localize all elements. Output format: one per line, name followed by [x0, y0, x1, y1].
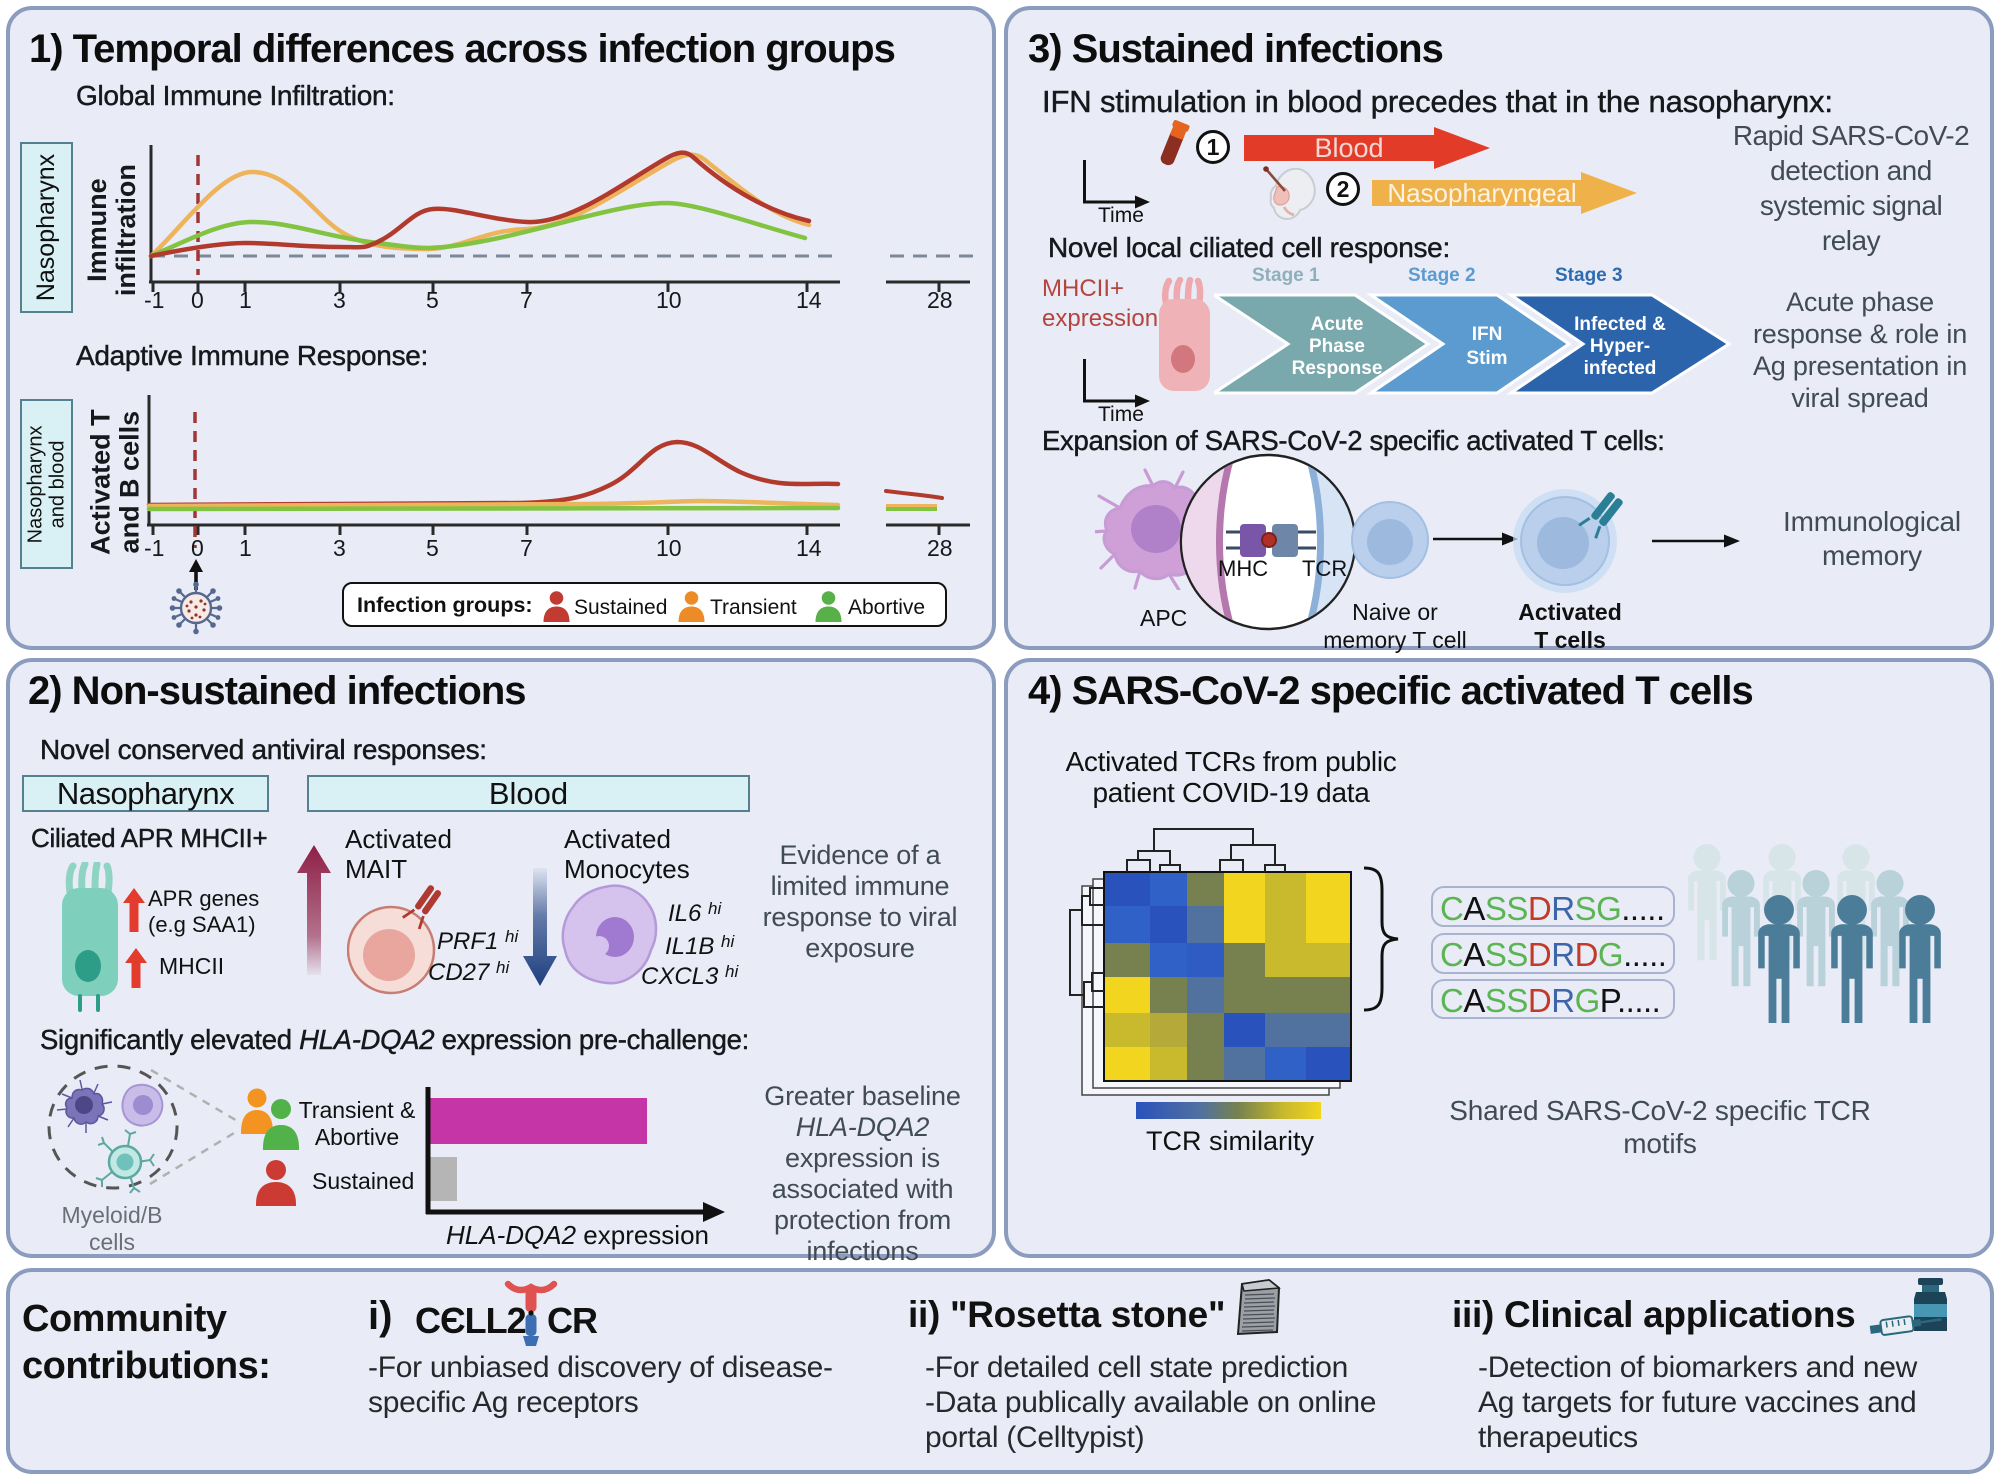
svg-text:infected: infected [1584, 358, 1657, 379]
svg-text:Infected &: Infected & [1574, 314, 1666, 335]
svg-text:MHC: MHC [1218, 556, 1268, 581]
svg-text:Nasopharyngeal: Nasopharyngeal [1387, 178, 1576, 208]
svg-text:Blood: Blood [1314, 133, 1383, 163]
svg-text:Acute: Acute [1311, 314, 1364, 335]
svg-text:Stim: Stim [1466, 348, 1507, 369]
svg-text:Hyper-: Hyper- [1590, 336, 1650, 357]
svg-text:IFN: IFN [1472, 324, 1503, 345]
svg-text:Phase: Phase [1309, 336, 1365, 357]
svg-text:Response: Response [1292, 358, 1383, 379]
svg-text:TCR: TCR [1302, 556, 1347, 581]
